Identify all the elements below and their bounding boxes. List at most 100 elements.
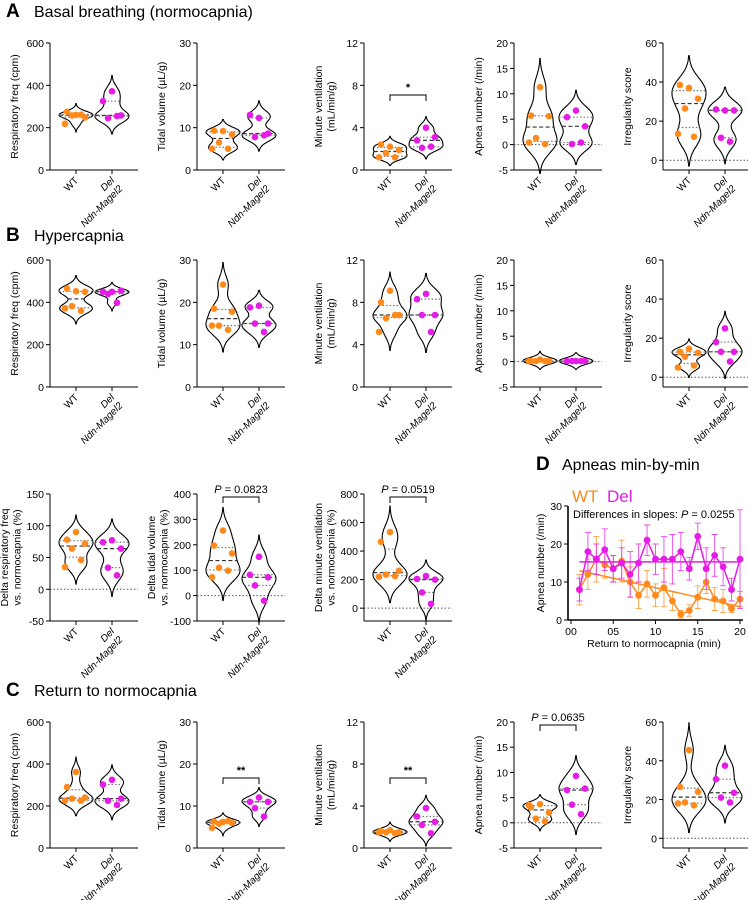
x-tick-label-line: WT [376,853,395,872]
data-point [224,567,232,575]
data-point [545,809,553,817]
data-point [375,154,383,161]
y-tick-label: 50 [32,553,44,565]
data-point [717,348,725,356]
violin-shape [94,518,130,598]
data-point [61,797,69,805]
y-tick-label: 200 [26,123,44,135]
data-point [422,572,430,580]
violin-shape [408,559,444,621]
violin-shape [707,744,743,824]
violin-shape [205,812,241,837]
data-point [63,783,71,791]
y-axis-label-line: Tidal volume (µL/g) [156,62,168,152]
data-point [545,112,553,120]
data-point [208,322,216,329]
section-title: Apneas min-by-min [562,457,700,474]
y-tick-label: 30 [179,717,191,729]
p-symbol: P [681,509,689,521]
data-point [413,575,421,583]
data-point [99,97,107,105]
data-point [413,137,421,144]
data-point [674,130,682,138]
data-point [730,107,738,114]
data-point [541,817,549,825]
y-tick-label: 10 [550,577,562,589]
y-tick-label: 0 [651,833,657,845]
violin-shape [707,86,743,165]
data-point [568,801,576,808]
data-point [690,802,698,809]
y-axis-label: Tidal volume (µL/g) [156,740,168,830]
y-tick-label: 400 [26,759,44,771]
data-point [104,797,112,805]
section-letter: B [6,225,20,246]
data-point [694,95,702,102]
legend-wt: WT [572,487,598,506]
x-tick-label: WT [62,626,81,645]
data-point [536,800,544,808]
violin-shape [94,764,130,821]
data-point [382,149,390,157]
y-tick-label: 0 [185,382,191,394]
y-axis-label-line: (mL/min/g) [326,298,338,348]
data-point [382,571,390,578]
data-point [418,311,426,319]
significance-label: ** [237,765,246,777]
significance-label: P = 0.0635 [531,712,585,724]
data-point [395,146,403,154]
x-tick-label: 20 [734,626,746,638]
data-point [251,133,259,141]
data-point [568,357,576,365]
data-point [674,800,682,807]
data-point [736,555,744,563]
data-point [694,593,702,601]
section-title: Return to normocapnia [34,683,197,700]
significance-label: P = 0.0519 [381,484,435,496]
section-b-heading: B Hypercapnia [6,225,124,246]
data-point [246,111,254,119]
y-tick-label: -5 [499,165,508,177]
data-point [251,582,259,589]
y-tick-label: 20 [496,717,508,729]
p-symbol: P [381,484,389,496]
y-tick-label: 30 [179,38,191,50]
data-point [681,105,689,112]
y-axis-label-line: Minute ventilation [313,65,325,147]
y-axis-label-line: Apnea number (/min) [473,57,485,156]
x-tick-label: WT [675,392,694,411]
y-tick-label: 20 [496,38,508,50]
violin-shape [205,261,241,353]
data-point [525,801,533,809]
x-tick-label-line: WT [62,853,81,872]
data-point [219,527,227,534]
data-point [255,302,263,310]
violin-shape [408,794,444,847]
x-tick-label-line: WT [376,626,395,645]
data-point [730,348,738,356]
y-axis-label-line: Apnea number (/min) [473,736,485,835]
data-point [721,107,729,114]
data-point [386,143,394,151]
data-point [382,314,390,322]
data-point [215,322,223,329]
legend-del: Del [607,487,633,506]
data-point [690,133,698,141]
p-symbol: P [214,484,222,496]
x-tick-label: WT [62,853,81,872]
data-point [386,528,394,536]
data-point [431,576,439,583]
data-point [377,299,385,306]
y-tick-label: 100 [26,521,44,533]
data-point [63,285,71,292]
y-tick-label: 10 [179,123,191,135]
data-point [255,553,263,561]
y-tick-label: -100 [170,616,191,628]
data-point [264,798,272,806]
